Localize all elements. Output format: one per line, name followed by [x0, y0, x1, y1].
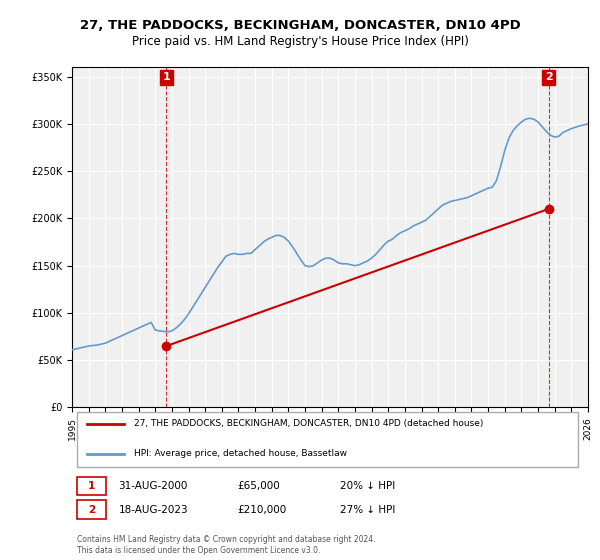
Text: 18-AUG-2023: 18-AUG-2023	[118, 505, 188, 515]
Text: 1: 1	[88, 481, 95, 491]
Text: £65,000: £65,000	[237, 481, 280, 491]
Text: Contains HM Land Registry data © Crown copyright and database right 2024.
This d: Contains HM Land Registry data © Crown c…	[77, 535, 376, 555]
Text: HPI: Average price, detached house, Bassetlaw: HPI: Average price, detached house, Bass…	[134, 450, 347, 459]
Text: 20% ↓ HPI: 20% ↓ HPI	[340, 481, 395, 491]
Text: 1: 1	[163, 72, 170, 82]
Text: 27, THE PADDOCKS, BECKINGHAM, DONCASTER, DN10 4PD (detached house): 27, THE PADDOCKS, BECKINGHAM, DONCASTER,…	[134, 419, 483, 428]
FancyBboxPatch shape	[77, 477, 106, 496]
Text: Price paid vs. HM Land Registry's House Price Index (HPI): Price paid vs. HM Land Registry's House …	[131, 35, 469, 49]
Text: 27% ↓ HPI: 27% ↓ HPI	[340, 505, 395, 515]
FancyBboxPatch shape	[77, 412, 578, 467]
FancyBboxPatch shape	[77, 500, 106, 519]
Text: 2: 2	[88, 505, 95, 515]
Text: £210,000: £210,000	[237, 505, 286, 515]
Text: 2: 2	[545, 72, 553, 82]
Text: 27, THE PADDOCKS, BECKINGHAM, DONCASTER, DN10 4PD: 27, THE PADDOCKS, BECKINGHAM, DONCASTER,…	[80, 18, 520, 32]
Text: 31-AUG-2000: 31-AUG-2000	[118, 481, 188, 491]
